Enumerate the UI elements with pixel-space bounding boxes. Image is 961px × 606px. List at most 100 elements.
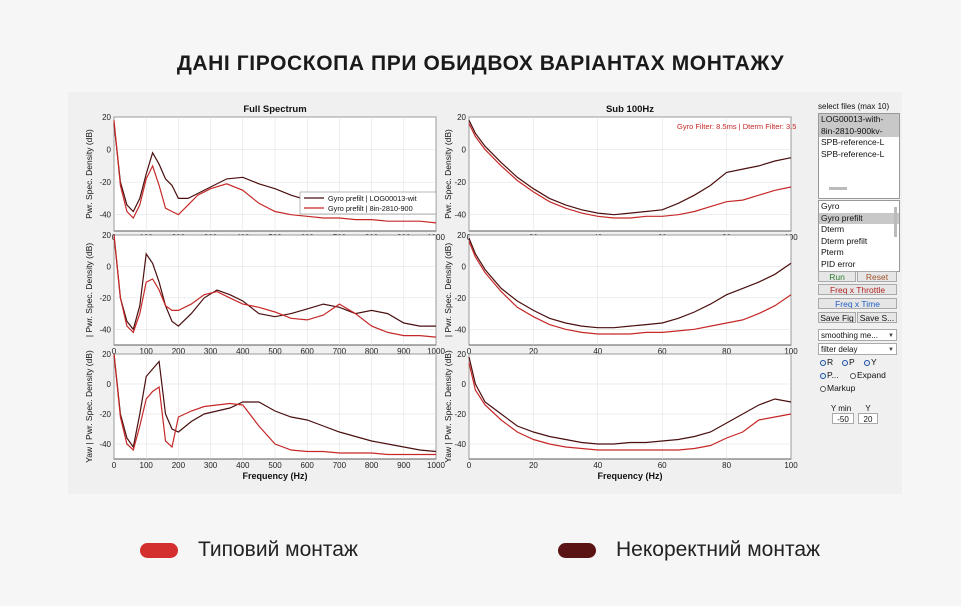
x-tick-label: 300 — [204, 461, 218, 470]
x-tick-label: 800 — [365, 347, 379, 356]
y-tick-label: -20 — [99, 410, 111, 419]
smoothing-dropdown[interactable]: smoothing me... ▼ — [818, 329, 897, 341]
legend-incorrect: Некоректний монтаж — [558, 538, 928, 564]
x-tick-label: 900 — [397, 347, 411, 356]
radio-dot-icon — [842, 360, 848, 366]
files-listbox[interactable]: LOG00013-with- 8in-2810-900kv- SPB-refer… — [818, 113, 900, 199]
y-tick-label: -40 — [454, 440, 466, 449]
series-line — [468, 123, 792, 219]
freq-time-button[interactable]: Freq x Time — [818, 298, 897, 309]
x-tick-label: 300 — [204, 347, 218, 356]
legend-typical-label: Типовий монтаж — [198, 538, 358, 561]
axes-box — [468, 234, 792, 346]
file-item[interactable]: SPB-reference-L — [821, 137, 885, 147]
y-tick-label: -40 — [99, 211, 111, 220]
filter-delay-dropdown[interactable]: filter delay ▼ — [818, 343, 897, 355]
spectrum-plots: 01002003004005006007008009001000200-20-4… — [84, 104, 798, 481]
type-item-gyro-prefilt[interactable]: Gyro prefilt — [819, 212, 899, 224]
y-tick-label: 0 — [107, 262, 112, 271]
x-tick-label: 60 — [658, 461, 667, 470]
x-tick-label: 40 — [593, 461, 602, 470]
series-line — [113, 234, 437, 338]
radio-dot-icon — [864, 360, 870, 366]
y-tick-label: 0 — [462, 146, 467, 155]
type-item-dterm-prefilt[interactable]: Dterm prefilt — [821, 235, 868, 246]
y-axis-label: Yaw | Pwr. Spec. Density (dB) — [443, 350, 453, 463]
y-tick-label: -20 — [454, 410, 466, 419]
x-tick-label: 100 — [784, 347, 798, 356]
x-tick-label: 80 — [722, 347, 731, 356]
type-item-pterm[interactable]: Pterm — [821, 247, 844, 257]
save-settings-button[interactable]: Save S... — [857, 312, 897, 323]
x-tick-label: 1000 — [427, 461, 445, 470]
x-tick-label: 500 — [268, 461, 282, 470]
type-item-gyro[interactable]: Gyro — [821, 201, 840, 211]
radio-p-short-label: P... — [827, 370, 839, 380]
freq-throttle-button[interactable]: Freq x Throttle — [818, 284, 897, 295]
y-tick-label: 20 — [457, 231, 466, 240]
x-tick-label: 200 — [172, 347, 186, 356]
x-tick-label: 400 — [236, 347, 250, 356]
x-tick-label: 700 — [333, 461, 347, 470]
x-tick-label: 40 — [593, 347, 602, 356]
x-tick-label: 0 — [112, 461, 117, 470]
reset-button[interactable]: Reset — [857, 271, 897, 282]
ymin-label: Y min — [830, 404, 852, 413]
type-item-dterm[interactable]: Dterm — [821, 224, 845, 234]
series-line — [468, 356, 792, 445]
file-item[interactable]: SPB-reference-L — [821, 148, 885, 159]
markup-radio[interactable]: Markup — [820, 383, 855, 393]
types-scrollbar[interactable] — [894, 207, 897, 237]
file-item[interactable]: 8in-2810-900kv- — [819, 125, 899, 137]
typical-swatch — [140, 543, 178, 558]
y-tick-label: -40 — [454, 211, 466, 220]
legend-entry: Gyro prefilt | LOG00013-wit — [328, 194, 417, 203]
y-tick-label: 0 — [462, 380, 467, 389]
y-axis-label: Pwr. Spec. Density (dB) — [443, 129, 453, 219]
mode-p-radio[interactable]: P... — [820, 370, 839, 380]
ymax-input[interactable]: 20 — [858, 413, 878, 424]
x-tick-label: 20 — [529, 347, 538, 356]
ymin-input[interactable]: -50 — [832, 413, 854, 424]
x-tick-label: 900 — [397, 461, 411, 470]
axis-r-radio[interactable]: R — [820, 357, 833, 367]
smoothing-value: smoothing me... — [821, 331, 878, 340]
type-item-pid-error[interactable]: PID error — [821, 258, 856, 269]
x-tick-label: 100 — [140, 347, 154, 356]
x-axis-label: Frequency (Hz) — [242, 471, 307, 481]
axes-box — [468, 353, 792, 460]
x-tick-label: 100 — [784, 461, 798, 470]
y-axis-label: | Pwr. Spec. Density (dB) — [84, 243, 94, 337]
x-tick-label: 600 — [301, 461, 315, 470]
radio-p-label: P — [849, 357, 855, 367]
series-line — [113, 234, 436, 331]
x-tick-label: 600 — [301, 347, 315, 356]
save-fig-button[interactable]: Save Fig — [818, 312, 856, 323]
radio-dot-icon — [820, 360, 826, 366]
chart-title-full-spectrum: Full Spectrum — [243, 104, 306, 115]
x-tick-label: 80 — [722, 461, 731, 470]
legend-incorrect-label: Некоректний монтаж — [616, 538, 821, 561]
chart-title-sub-100hz: Sub 100Hz — [606, 104, 654, 115]
x-tick-label: 400 — [236, 461, 250, 470]
x-tick-label: 100 — [140, 461, 154, 470]
expand-radio[interactable]: Expand — [850, 370, 886, 380]
files-scrollbar[interactable] — [829, 187, 847, 190]
y-axis-label: | Pwr. Spec. Density (dB) — [443, 243, 453, 337]
x-tick-label: 0 — [112, 347, 117, 356]
axis-y-radio[interactable]: Y — [864, 357, 877, 367]
file-item[interactable]: LOG00013-with- — [819, 114, 899, 126]
y-tick-label: 20 — [457, 350, 466, 359]
series-line — [468, 237, 792, 329]
x-axis-label: Frequency (Hz) — [597, 471, 662, 481]
types-listbox[interactable]: Gyro Gyro prefilt Dterm Dterm prefilt Pt… — [818, 200, 900, 272]
axis-p-radio[interactable]: P — [842, 357, 855, 367]
radio-dot-icon — [850, 373, 856, 379]
expand-label: Expand — [857, 370, 886, 380]
x-tick-label: 0 — [467, 347, 472, 356]
radio-y-label: Y — [871, 357, 877, 367]
legend-entry: Gyro prefilt | 8in-2810-900 — [328, 204, 413, 213]
run-button[interactable]: Run — [818, 271, 856, 282]
y-tick-label: 20 — [102, 350, 111, 359]
inset-legend-box — [299, 191, 437, 215]
